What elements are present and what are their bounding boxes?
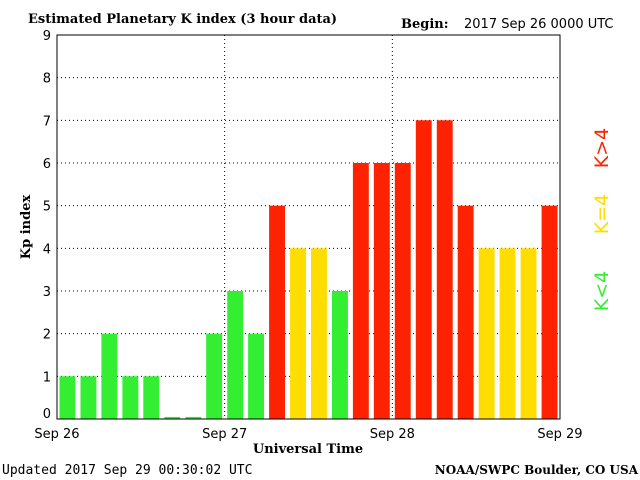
x-tick-label: Sep 27: [202, 427, 247, 442]
kp-bar: [227, 291, 244, 419]
y-tick-label: 0: [43, 407, 51, 422]
y-tick-label: 2: [43, 328, 51, 343]
chart-title: Estimated Planetary K index (3 hour data…: [28, 12, 337, 27]
kp-bar: [248, 333, 264, 419]
kp-bar: [206, 333, 223, 419]
kp-bar: [541, 205, 558, 419]
kp-bar: [352, 163, 369, 419]
updated-timestamp: Updated 2017 Sep 29 00:30:02 UTC: [2, 463, 252, 478]
grid-lines: [57, 35, 560, 419]
kp-bar: [520, 248, 537, 419]
kp-bar: [436, 120, 453, 420]
kp-bar: [143, 376, 160, 419]
kp-bar: [332, 291, 348, 419]
x-tick-label: Sep 26: [34, 427, 79, 442]
kp-bar: [478, 248, 495, 419]
y-axis-title: Kp index: [19, 195, 34, 260]
kp-bar: [164, 416, 181, 419]
y-tick-label: 1: [43, 370, 51, 385]
y-tick-label: 9: [43, 29, 51, 44]
y-tick-label: 5: [43, 200, 51, 215]
kp-bar: [269, 205, 285, 419]
y-tick-label: 4: [43, 242, 51, 257]
kp-bar: [59, 376, 76, 419]
y-tick-label: 7: [43, 114, 51, 129]
bar-series: [59, 120, 558, 420]
y-tick-label: 3: [43, 285, 51, 300]
legend-k-greater-4: K>4: [591, 128, 613, 168]
legend-k-equal-4: K=4: [591, 194, 613, 234]
kp-bar: [415, 120, 432, 420]
y-axis-ticks: 0 1 2 3 4 5 6 7 8 9: [43, 29, 51, 422]
kp-bar: [290, 248, 306, 419]
begin-label: Begin:: [401, 17, 449, 32]
kp-bar: [499, 248, 516, 419]
kp-bar: [122, 376, 139, 419]
kp-bar: [457, 205, 474, 419]
y-tick-label: 8: [43, 72, 51, 87]
x-tick-label: Sep 29: [537, 427, 582, 442]
kp-bar: [185, 416, 202, 419]
x-axis-ticks: Sep 26 Sep 27 Sep 28 Sep 29: [34, 427, 582, 442]
kp-bar: [311, 248, 327, 419]
x-axis-title: Universal Time: [253, 442, 363, 457]
plot-frame: [56, 34, 561, 420]
x-tick-label: Sep 28: [370, 427, 415, 442]
legend-k-less-4: K<4: [591, 271, 613, 311]
kp-bar: [394, 163, 411, 419]
kp-bar: [101, 333, 118, 419]
kp-bar: [80, 376, 97, 419]
source-credit: NOAA/SWPC Boulder, CO USA: [435, 463, 639, 477]
kp-bar: [373, 163, 390, 419]
y-tick-label: 6: [43, 157, 51, 172]
begin-value: 2017 Sep 26 0000 UTC: [464, 17, 614, 32]
